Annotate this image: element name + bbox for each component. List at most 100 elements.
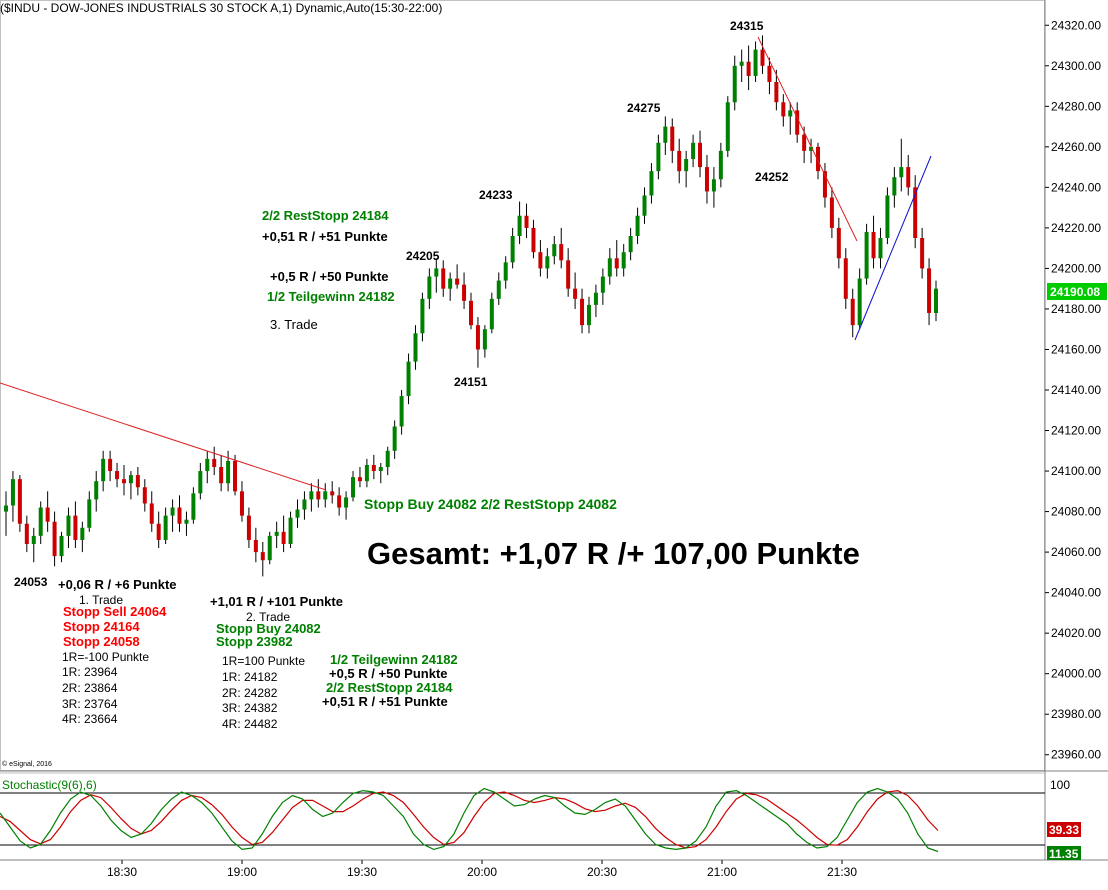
candle-down — [836, 227, 841, 259]
candle-up — [864, 231, 869, 279]
candle-up — [420, 298, 425, 334]
candle-down — [330, 491, 335, 496]
candle-down — [455, 278, 460, 285]
candle-up — [725, 102, 730, 151]
annotation-trade2-result: +1,01 R / +101 Punkte — [210, 594, 343, 609]
candle-down — [233, 460, 238, 492]
candle-down — [566, 260, 571, 289]
annotation-stopp-buy-reststopp: Stopp Buy 24082 2/2 RestStopp 24082 — [364, 496, 617, 512]
candle-down — [253, 539, 258, 553]
candle-down — [156, 523, 161, 540]
candle-up — [66, 515, 71, 536]
candle-down — [246, 515, 251, 540]
annotation-trade-3: 3. Trade — [270, 317, 318, 332]
candle-down — [149, 503, 154, 524]
annotation-stopp-sell: Stopp Sell 24064 — [63, 604, 167, 619]
candle-up — [809, 146, 814, 151]
annotation-trade2-r-def: 1R=100 Punkte — [222, 654, 305, 668]
annotation-trade-1: 1. Trade — [79, 593, 123, 607]
candle-down — [177, 507, 182, 524]
candle-down — [337, 495, 342, 508]
annotation-stopp-buy-24082: Stopp Buy 24082 — [216, 621, 321, 636]
candle-up — [198, 471, 203, 494]
candle-down — [816, 146, 821, 172]
candle-down — [73, 515, 78, 540]
candle-up — [288, 517, 293, 544]
candle-down — [371, 464, 376, 472]
annotation-plus05-bottom: +0,5 R / +50 Punkte — [329, 666, 448, 681]
candle-down — [24, 523, 29, 544]
stochastic-d-line — [0, 789, 939, 849]
candle-down — [614, 258, 619, 269]
candle-up — [87, 499, 92, 528]
candle-down — [822, 171, 827, 198]
x-tick-label: 19:00 — [227, 865, 257, 879]
stochastic-d-tag — [1047, 822, 1081, 837]
annotation-trade1-2r: 2R: 23864 — [62, 681, 118, 695]
annotation-trade-2: 2. Trade — [246, 610, 290, 624]
y-tick-label: 24160.00 — [1051, 342, 1101, 356]
candle-up — [295, 509, 300, 518]
candle-up — [489, 298, 494, 330]
candle-down — [580, 298, 585, 326]
candle-up — [545, 256, 550, 269]
candle-down — [760, 49, 765, 66]
candle-up — [753, 49, 758, 76]
annotation-reststopp-bottom: 2/2 RestStopp 24184 — [326, 680, 453, 695]
last-price-tag — [1047, 283, 1107, 300]
y-tick-label: 24020.00 — [1051, 626, 1101, 640]
candle-up — [885, 195, 890, 239]
candle-down — [704, 167, 709, 192]
candle-down — [795, 110, 800, 135]
annotation-trade1-1r: 1R: 23964 — [62, 665, 118, 679]
candle-up — [392, 426, 397, 451]
candle-down — [677, 150, 682, 172]
candle-up — [406, 361, 411, 397]
price-label-24252: 24252 — [755, 170, 789, 184]
candle-down — [698, 142, 703, 168]
candle-up — [857, 278, 862, 326]
price-label-24233: 24233 — [479, 188, 513, 202]
candle-up — [128, 475, 133, 484]
y-tick-label: 24200.00 — [1051, 261, 1101, 275]
candle-up — [739, 61, 744, 66]
candle-up — [226, 460, 231, 484]
y-tick-label: 24280.00 — [1051, 99, 1101, 113]
candle-up — [496, 280, 501, 299]
stochastic-k-tag — [1047, 846, 1081, 860]
y-tick-label: 24240.00 — [1051, 180, 1101, 194]
candle-up — [649, 171, 654, 196]
candle-down — [462, 284, 467, 301]
candle-up — [586, 304, 591, 326]
annotation-stopp-24058: Stopp 24058 — [63, 634, 140, 649]
candle-up — [205, 458, 210, 472]
candle-up — [10, 479, 15, 506]
candle-up — [38, 507, 43, 536]
annotation-trade1-r-def: 1R=-100 Punkte — [62, 650, 149, 664]
candle-up — [788, 110, 793, 117]
candle-down — [920, 238, 925, 269]
candle-down — [219, 467, 224, 484]
candle-up — [94, 481, 99, 500]
candle-down — [829, 197, 834, 228]
candle-down — [774, 82, 779, 103]
x-tick-label: 18:30 — [107, 865, 137, 879]
candle-up — [593, 292, 598, 305]
candle-down — [108, 458, 113, 472]
stochastic-title: Stochastic(9(6),6) — [2, 778, 97, 792]
candle-up — [31, 535, 36, 544]
candle-up — [302, 499, 307, 510]
price-label-high: 24315 — [730, 19, 764, 33]
chart-title: ($INDU - DOW-JONES INDUSTRIALS 30 STOCK … — [0, 1, 442, 15]
annotation-stopp-23982: Stopp 23982 — [216, 634, 293, 649]
y-tick-label: 23980.00 — [1051, 707, 1101, 721]
candle-up — [503, 262, 508, 281]
annotation-trade2-1r: 1R: 24182 — [222, 670, 278, 684]
x-tick-label: 21:00 — [707, 865, 737, 879]
y-tick-label: 24220.00 — [1051, 221, 1101, 235]
candle-up — [691, 142, 696, 159]
candle-up — [434, 268, 439, 277]
candle-up — [163, 515, 168, 540]
y-tick-label: 24120.00 — [1051, 424, 1101, 438]
y-tick-label: 24140.00 — [1051, 383, 1101, 397]
